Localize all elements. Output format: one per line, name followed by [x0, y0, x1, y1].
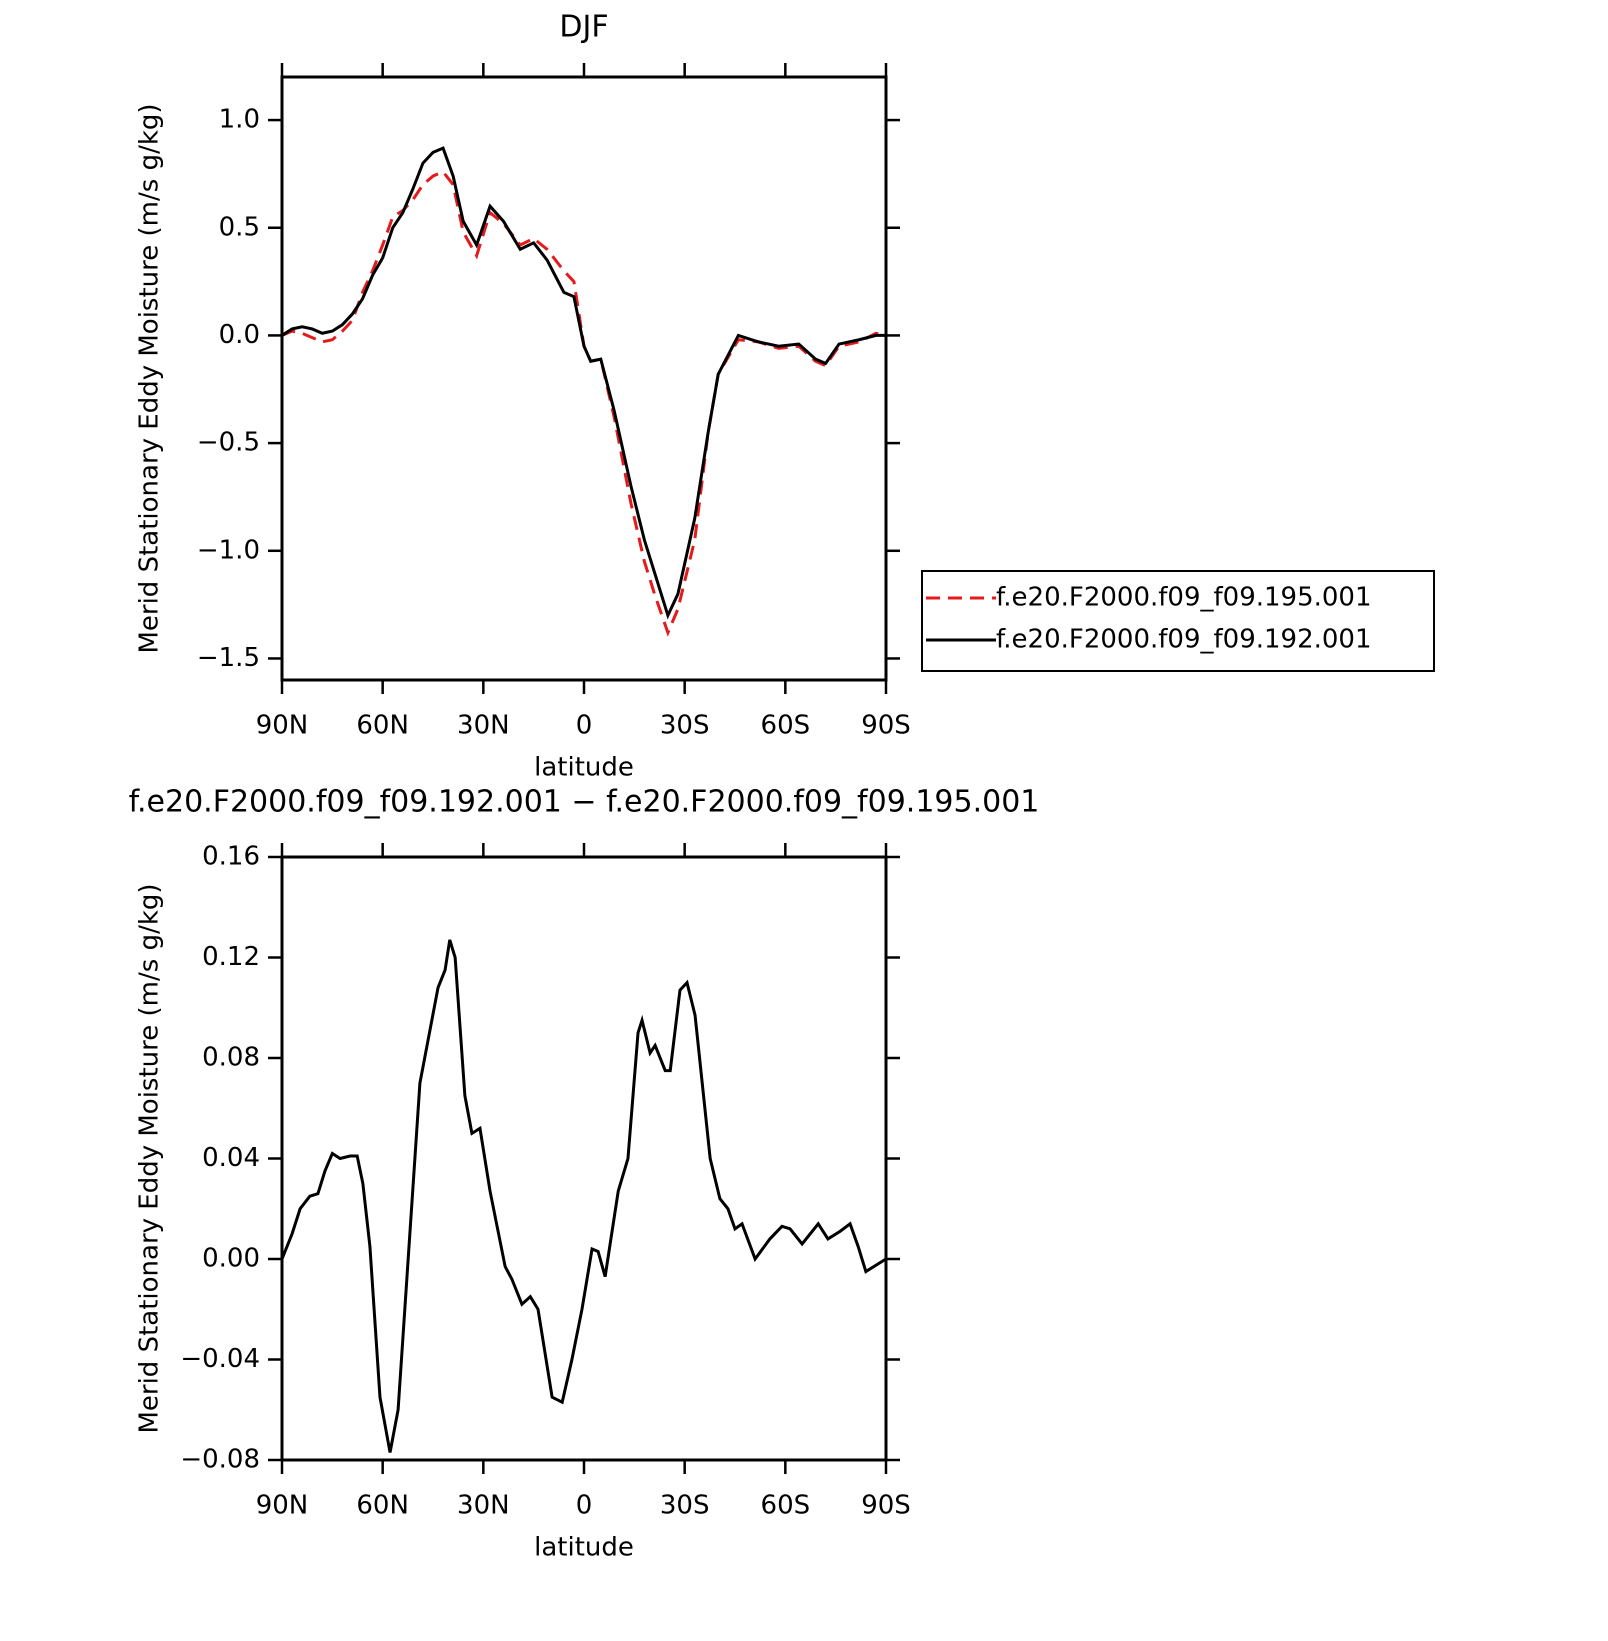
x-tick-label: 90S [861, 1491, 911, 1521]
x-tick-label: 90N [256, 1491, 309, 1521]
y-axis-label: Merid Stationary Eddy Moisture (m/s g/kg… [135, 103, 165, 653]
x-tick-label: 0 [576, 711, 593, 741]
data-line [281, 146, 886, 620]
x-tick-label: 30N [457, 1491, 510, 1521]
x-tick-label: 30N [457, 711, 510, 741]
y-tick-label: 0.12 [202, 942, 260, 972]
y-tick-label: −1.0 [197, 535, 260, 565]
y-tick-label: −0.04 [180, 1344, 260, 1374]
x-tick-label: 30S [660, 1491, 710, 1521]
y-tick-label: 0.00 [202, 1244, 260, 1274]
y-tick-label: 0.5 [219, 212, 260, 242]
x-tick-label: 90N [256, 711, 309, 741]
x-tick-label: 60N [356, 1491, 409, 1521]
data-line [281, 169, 887, 637]
x-tick-label: 60N [356, 711, 409, 741]
y-tick-label: −0.5 [197, 428, 260, 458]
x-tick-label: 90S [861, 711, 911, 741]
x-axis-label: latitude [534, 753, 634, 783]
x-axis-label: latitude [534, 1533, 634, 1563]
legend-label: f.e20.F2000.f09_f09.195.001 [996, 583, 1372, 613]
y-axis-label: Merid Stationary Eddy Moisture (m/s g/kg… [135, 883, 165, 1433]
data-line [280, 939, 887, 1453]
plot-frame [280, 75, 888, 682]
y-tick-label: 1.0 [219, 105, 260, 135]
y-tick-label: −0.08 [180, 1445, 260, 1475]
chart-title: f.e20.F2000.f09_f09.192.001 − f.e20.F200… [129, 785, 1040, 820]
x-tick-label: 0 [576, 1491, 593, 1521]
legend-label: f.e20.F2000.f09_f09.192.001 [996, 625, 1372, 655]
x-tick-label: 60S [761, 711, 811, 741]
y-tick-label: 0.04 [202, 1143, 260, 1173]
y-tick-label: 0.08 [202, 1043, 260, 1073]
legend-box [921, 570, 1435, 672]
x-tick-label: 60S [761, 1491, 811, 1521]
y-tick-label: 0.16 [202, 842, 260, 872]
x-tick-label: 30S [660, 711, 710, 741]
y-tick-label: 0.0 [219, 320, 260, 350]
y-tick-label: −1.5 [197, 643, 260, 673]
chart-title: DJF [559, 10, 608, 45]
plot-frame [280, 855, 888, 1462]
